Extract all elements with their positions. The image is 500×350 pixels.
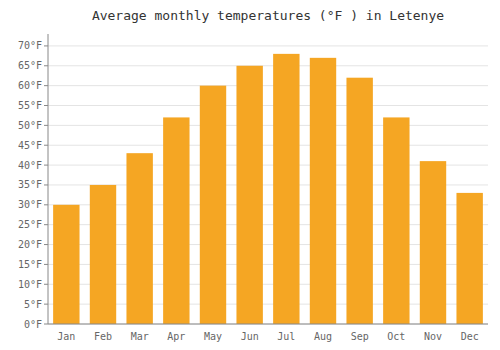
y-tick — [44, 304, 48, 305]
y-tick-label: 50°F — [18, 120, 42, 131]
bar — [126, 153, 152, 324]
y-tick — [44, 85, 48, 86]
x-tick-label: Apr — [167, 331, 185, 342]
y-tick-label: 40°F — [18, 160, 42, 171]
grid-line — [48, 45, 488, 46]
y-tick-label: 0°F — [24, 319, 42, 330]
x-tick-label: Jul — [277, 331, 295, 342]
bar — [53, 205, 79, 324]
bar — [90, 185, 116, 324]
x-tick-label: Jan — [57, 331, 75, 342]
x-tick-label: Aug — [314, 331, 332, 342]
grid-line — [48, 145, 488, 146]
title: Average monthly temperatures (°F ) in Le… — [92, 8, 444, 23]
grid-line — [48, 65, 488, 66]
x-tick-label: Mar — [131, 331, 149, 342]
chart: Average monthly temperatures (°F ) in Le… — [0, 0, 500, 350]
y-tick — [44, 145, 48, 146]
x-tick-label: Feb — [94, 331, 112, 342]
y-tick — [44, 45, 48, 46]
y-tick — [44, 244, 48, 245]
y-tick-label: 45°F — [18, 140, 42, 151]
x-tick-label: Oct — [387, 331, 405, 342]
grid-line — [48, 324, 488, 325]
y-tick-label: 30°F — [18, 199, 42, 210]
x-tick-label: Jun — [241, 331, 259, 342]
y-tick — [44, 65, 48, 66]
y-tick-label: 55°F — [18, 100, 42, 111]
bar — [420, 161, 446, 324]
y-tick — [44, 105, 48, 106]
y-tick-label: 65°F — [18, 60, 42, 71]
bar — [310, 58, 336, 324]
y-tick-label: 60°F — [18, 80, 42, 91]
grid-line — [48, 125, 488, 126]
y-tick-label: 35°F — [18, 179, 42, 190]
x-tick-label: May — [204, 331, 222, 342]
y-tick — [44, 184, 48, 185]
bar — [236, 66, 262, 324]
y-axis-line — [48, 34, 49, 324]
y-tick-label: 20°F — [18, 239, 42, 250]
bar — [346, 78, 372, 324]
page: {"chart_data": {"type": "bar", "title": … — [0, 0, 500, 350]
y-tick — [44, 165, 48, 166]
y-tick — [44, 264, 48, 265]
y-tick-label: 10°F — [18, 279, 42, 290]
y-tick-label: 15°F — [18, 259, 42, 270]
y-tick-label: 70°F — [18, 40, 42, 51]
x-tick-label: Dec — [461, 331, 479, 342]
y-tick — [44, 224, 48, 225]
x-tick-label: Sep — [351, 331, 369, 342]
x-tick-label: Nov — [424, 331, 442, 342]
y-tick-label: 5°F — [24, 299, 42, 310]
background — [0, 0, 500, 350]
x-axis-line — [48, 324, 488, 325]
grid-line — [48, 85, 488, 86]
y-grid — [44, 46, 488, 324]
bar — [383, 117, 409, 324]
y-tick — [44, 125, 48, 126]
bar — [163, 117, 189, 324]
bar — [273, 54, 299, 324]
y-tick-label: 25°F — [18, 219, 42, 230]
y-tick — [44, 204, 48, 205]
y-tick — [44, 324, 48, 325]
bar — [456, 193, 482, 324]
grid-line — [48, 105, 488, 106]
y-tick — [44, 284, 48, 285]
bar — [200, 86, 226, 324]
